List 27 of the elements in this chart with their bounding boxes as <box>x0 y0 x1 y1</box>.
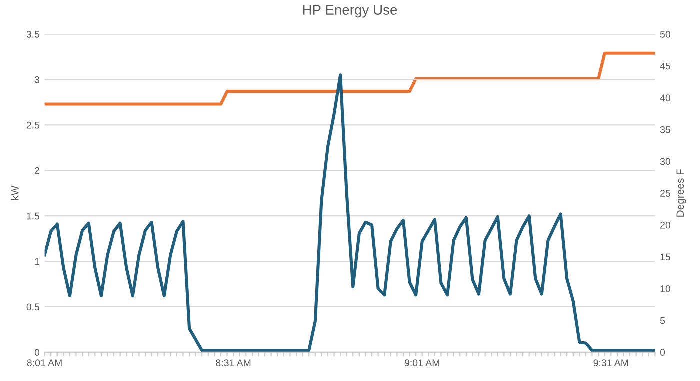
y-tick-label: 3.5 <box>26 31 40 38</box>
y-tick-label: 0 <box>34 349 40 356</box>
y-tick-label: 2.5 <box>26 122 40 129</box>
x-tick-label: 9:01 AM <box>404 360 440 367</box>
y2-tick-label: 0 <box>660 349 666 356</box>
y-tick-label: 3 <box>34 76 40 84</box>
y2-tick-label: 10 <box>660 286 670 292</box>
y2-tick-label: 50 <box>660 31 670 38</box>
y2-tick-label: 25 <box>660 190 670 197</box>
y2-tick-label: 15 <box>660 254 670 261</box>
y-axis-title: kW <box>11 186 19 200</box>
y2-tick-label: 35 <box>660 126 670 134</box>
y2-tick-label: 5 <box>660 317 666 324</box>
y2-tick-label: 20 <box>660 222 670 229</box>
y-tick-label: 0.5 <box>26 304 40 311</box>
y-tick-label: 2 <box>35 167 40 174</box>
y2-tick-label: 45 <box>660 62 670 70</box>
x-tick-label: 9:31 AM <box>594 360 628 367</box>
line-series <box>44 52 656 106</box>
chart-title: HP Energy Use <box>303 5 398 18</box>
y-tick-label: 1.5 <box>27 212 40 220</box>
x-tick-label: 8:31 AM <box>216 360 251 367</box>
y2-tick-label: 40 <box>660 94 670 102</box>
y2-axis-title: Degrees F <box>676 169 686 217</box>
y-tick-label: 1 <box>35 258 40 266</box>
y2-tick-label: 30 <box>660 158 670 166</box>
x-tick-label: 8:01 AM <box>27 360 62 367</box>
